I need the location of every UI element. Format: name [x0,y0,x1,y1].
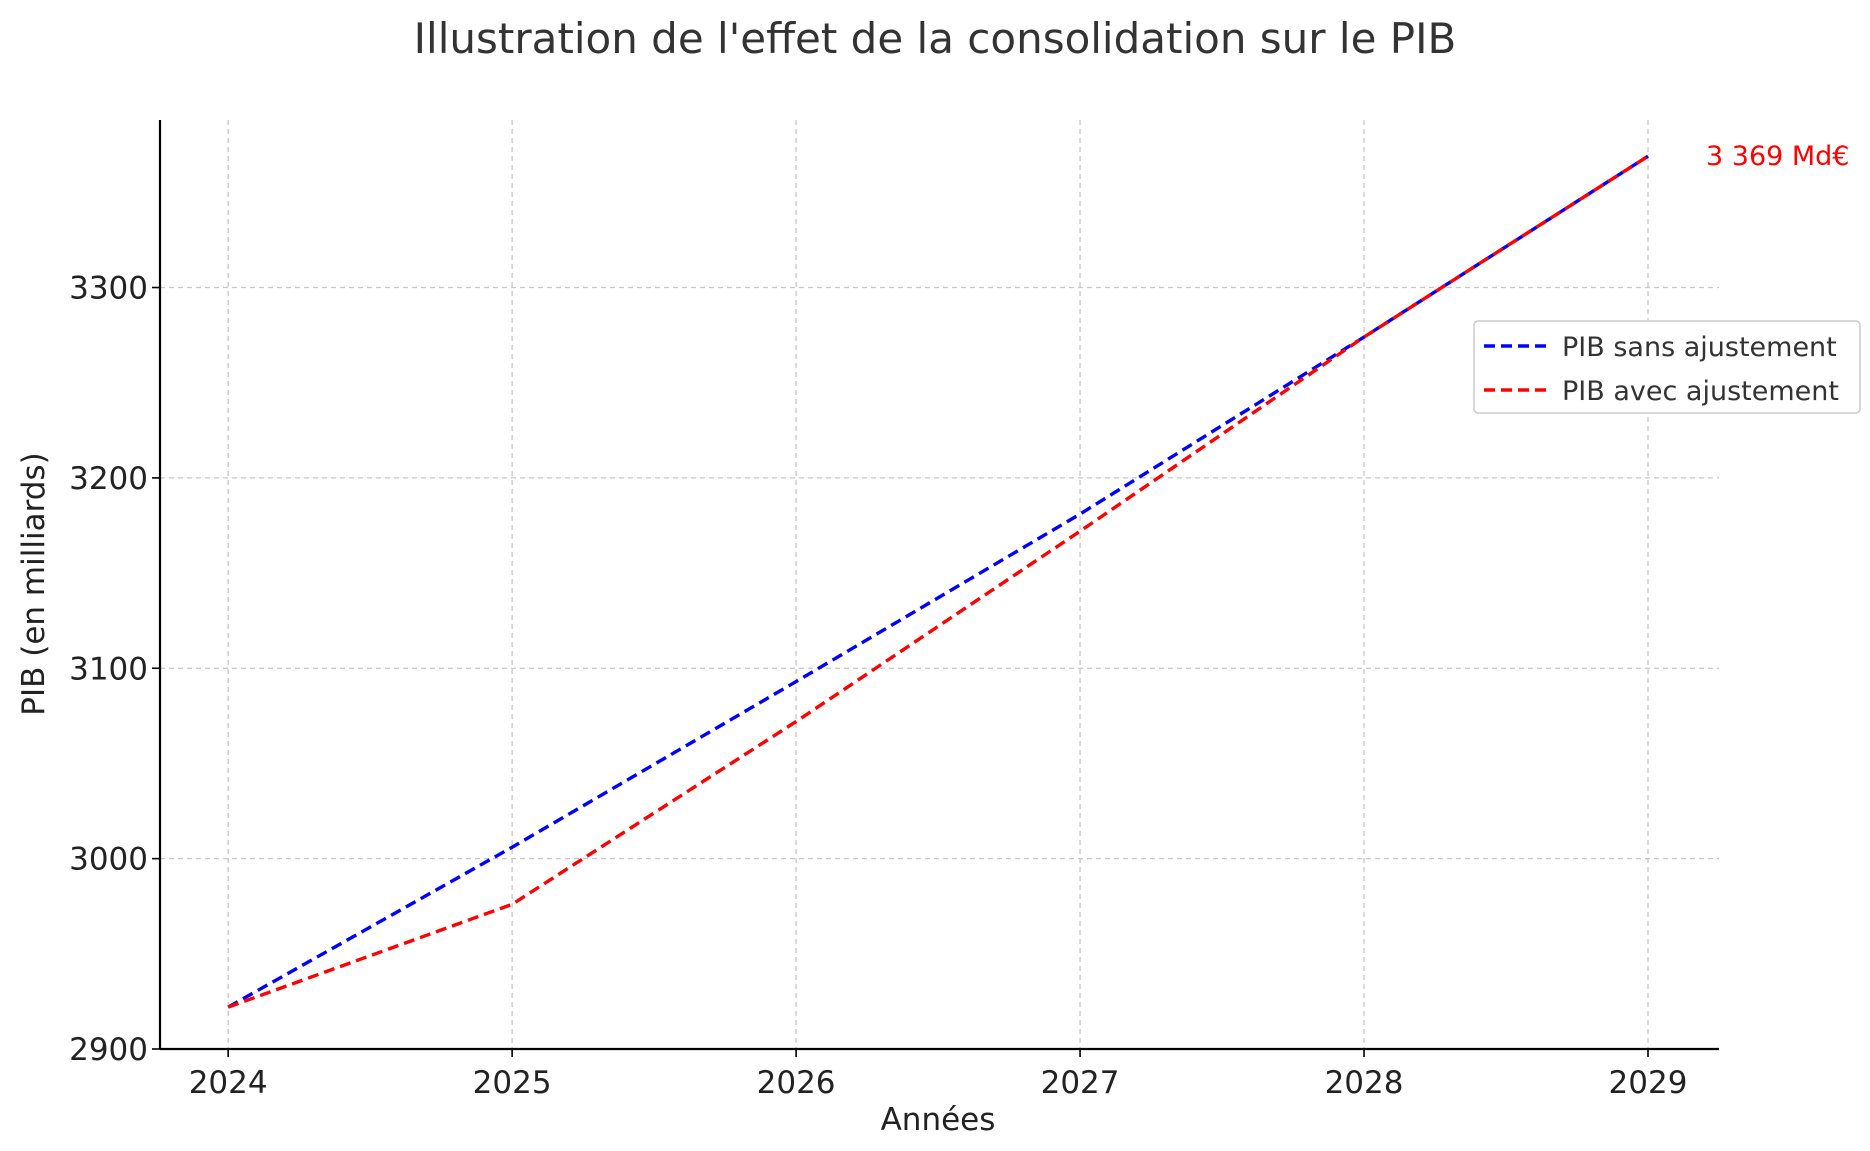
y-tick-label: 3000 [69,842,148,878]
x-tick-label: 2024 [189,1065,268,1101]
annotations: 3 369 Md€ [1706,141,1850,172]
x-tick-label: 2029 [1609,1065,1688,1101]
legend-entry: PIB avec ajustement [1562,376,1839,407]
grid-lines [160,120,1719,1049]
x-tick-label: 2025 [473,1065,552,1101]
x-tick-label: 2027 [1041,1065,1120,1101]
legend: PIB sans ajustement PIB avec ajustement [1473,320,1861,414]
legend-box [1473,320,1861,414]
series-line-1 [227,154,1649,1009]
y-axis-label: PIB (en milliards) [16,452,52,715]
tick-labels: 2024 2025 2026 2027 2028 2029 2900 3000 3100 3200… [69,271,1687,1101]
x-tick-label: 2026 [757,1065,836,1101]
axes [158,120,1719,1051]
y-tick-label: 3100 [69,651,148,687]
series-line-2 [227,154,1649,1009]
y-tick-label: 3200 [69,461,148,497]
x-axis-label: Années [881,1102,996,1138]
series-lines [227,154,1649,1009]
legend-entry: PIB sans ajustement [1562,332,1837,363]
x-tick-label: 2028 [1325,1065,1404,1101]
y-tick-label: 2900 [69,1032,148,1068]
end-value-annotation: 3 369 Md€ [1706,141,1850,172]
y-tick-label: 3300 [69,271,148,307]
chart-title: Illustration de l'effet de la consolidat… [414,14,1457,63]
